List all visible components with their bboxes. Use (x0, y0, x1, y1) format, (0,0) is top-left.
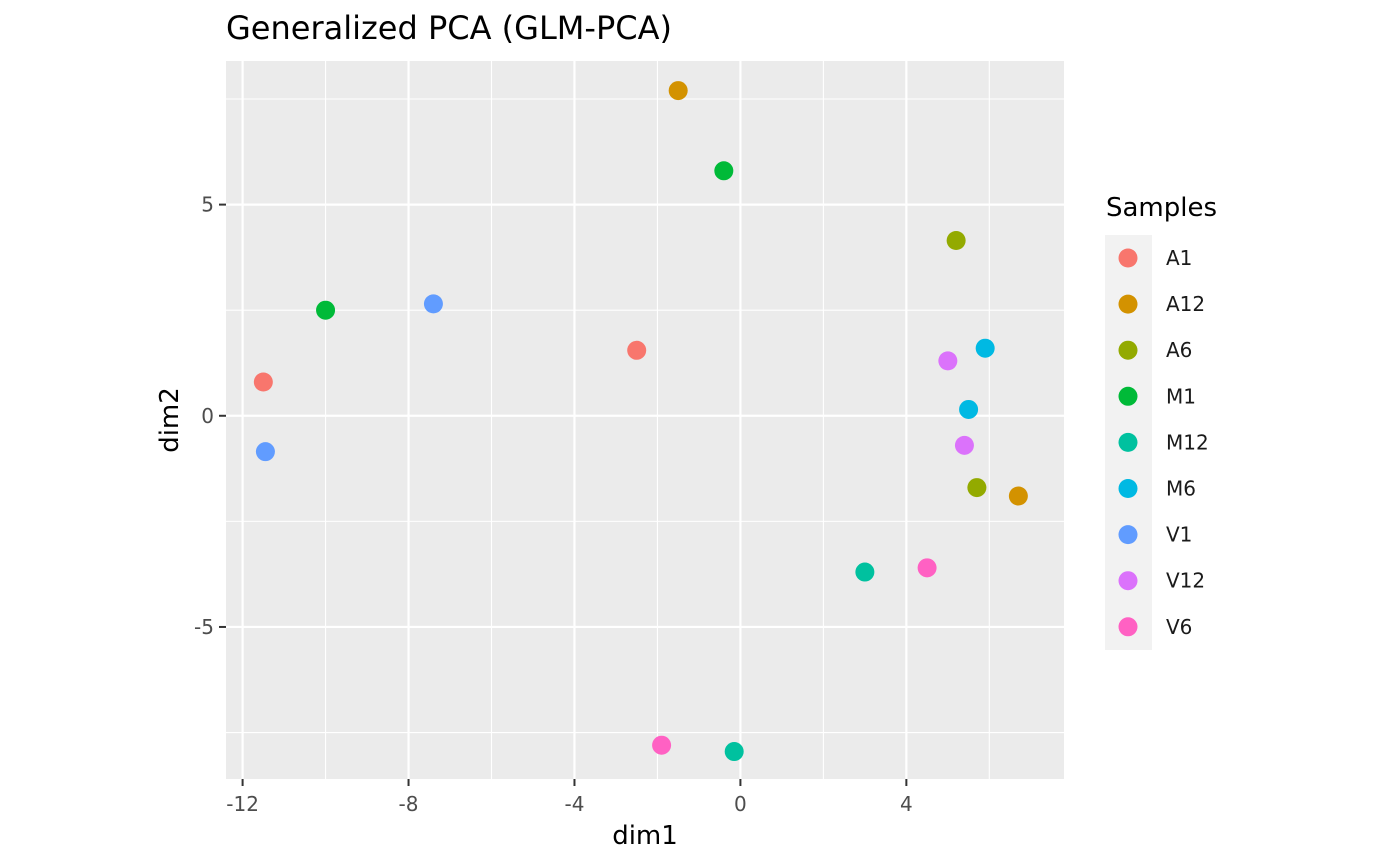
legend-key-a6 (1118, 340, 1138, 360)
legend-label-v1: V1 (1166, 523, 1192, 547)
legend-key-a1 (1118, 248, 1138, 268)
point-m12 (724, 742, 744, 762)
point-v12 (954, 435, 974, 455)
point-m6 (975, 338, 995, 358)
data-points (253, 81, 1028, 762)
legend-key-m12 (1118, 432, 1138, 452)
point-m12 (855, 562, 875, 582)
x-axis: -12 -8 -4 0 4 (226, 779, 913, 816)
point-a12 (668, 81, 688, 101)
legend-key-m6 (1118, 479, 1138, 498)
legend-label-v12: V12 (1166, 569, 1205, 593)
point-a1 (627, 340, 647, 360)
legend-key-v12 (1118, 571, 1138, 591)
point-v6 (652, 735, 672, 755)
legend-key-a12 (1118, 294, 1138, 314)
legend-key-v1 (1118, 525, 1138, 545)
legend-label-a6: A6 (1166, 338, 1192, 362)
legend-key-v6 (1118, 617, 1138, 637)
minor-gridlines (226, 61, 1064, 779)
x-tick-label: -8 (399, 792, 419, 816)
point-v1 (423, 294, 443, 314)
legend-title: Samples (1106, 193, 1217, 223)
point-a6 (967, 478, 987, 498)
x-tick-label: 4 (900, 792, 913, 816)
legend-label-v6: V6 (1166, 615, 1192, 639)
legend-key-m1 (1118, 386, 1138, 406)
y-axis: -5 0 5 (194, 193, 226, 639)
point-m1 (316, 300, 336, 320)
legend-label-a12: A12 (1166, 292, 1205, 316)
x-tick-label: 0 (734, 792, 747, 816)
legend-label-m6: M6 (1166, 477, 1196, 501)
y-tick-label: 5 (201, 193, 214, 217)
point-m1 (714, 161, 734, 181)
x-tick-label: -4 (564, 792, 584, 816)
point-v6 (917, 558, 937, 578)
legend-label-m12: M12 (1166, 430, 1209, 454)
point-a12 (1008, 486, 1028, 506)
chart-title: Generalized PCA (GLM-PCA) (226, 9, 672, 47)
point-v1 (255, 442, 275, 462)
y-axis-title: dim2 (155, 387, 185, 453)
x-axis-title: dim1 (612, 821, 678, 851)
plot-panel (226, 61, 1064, 779)
y-tick-label: -5 (194, 615, 214, 639)
x-tick-label: -12 (226, 792, 259, 816)
legend-label-a1: A1 (1166, 246, 1192, 270)
point-v12 (938, 351, 958, 371)
point-a1 (253, 372, 273, 392)
point-m6 (959, 399, 979, 419)
major-gridlines (226, 61, 1064, 779)
legend: Samples A1 A12 A6 M1 M12 M6 V1 V12 V6 (1105, 193, 1217, 650)
y-tick-label: 0 (201, 404, 214, 428)
legend-label-m1: M1 (1166, 384, 1196, 408)
point-a6 (946, 231, 966, 250)
